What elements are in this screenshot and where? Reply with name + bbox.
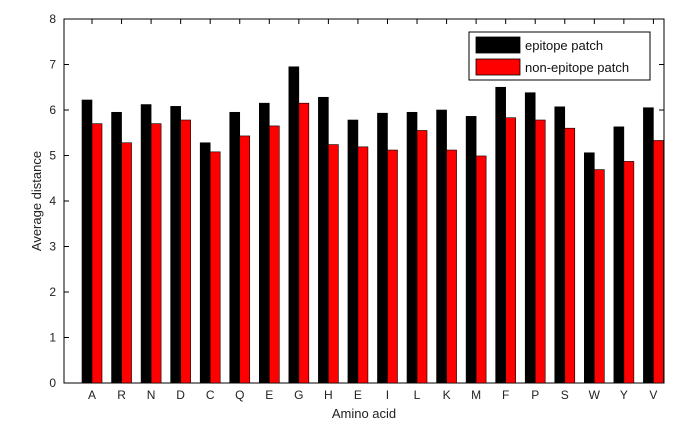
bar-epitope [465,116,477,384]
bar-epitope [406,111,418,384]
legend-label-non-epitope: non-epitope patch [525,60,629,75]
bar-non-epitope [91,123,103,384]
bar-epitope [436,109,447,384]
y-tick-label: 1 [49,331,56,345]
x-tick-label: G [294,388,303,402]
x-tick-label: F [502,388,509,402]
x-tick-label: S [561,388,569,402]
x-tick-label: M [471,388,481,402]
bar-non-epitope [505,117,516,384]
bar-epitope [229,111,241,384]
x-tick-label: H [324,388,333,402]
x-tick-label: Q [235,388,244,402]
x-tick-label: E [354,388,362,402]
bar-non-epitope [446,149,457,384]
bar-non-epitope [239,135,251,384]
bar-non-epitope [298,102,310,384]
bar-non-epitope [564,127,576,384]
bar-epitope [140,104,152,384]
x-axis-label: Amino acid [332,406,396,421]
y-tick-label: 6 [49,103,56,117]
bar-non-epitope [623,161,635,384]
bar-epitope [81,99,93,384]
bar-epitope [199,142,211,384]
bar-epitope [584,152,595,384]
bar-series [81,66,664,384]
bar-epitope [554,106,566,384]
y-tick-label: 4 [49,194,56,208]
bar-epitope [613,126,625,384]
bar-non-epitope [475,155,487,384]
bar-epitope [318,96,329,384]
bar-non-epitope [209,151,221,384]
y-tick-label: 2 [49,285,56,299]
x-tick-label: N [147,388,156,402]
bar-non-epitope [121,142,132,384]
bar-non-epitope [150,123,162,384]
bar-epitope [170,106,181,384]
bar-epitope [111,111,122,384]
bar-epitope [524,92,536,384]
x-tick-label: P [531,388,539,402]
y-tick-label: 8 [49,12,56,26]
bar-epitope [288,66,300,384]
legend-swatch-epitope [475,36,521,54]
bar-epitope [258,102,270,384]
x-tick-label: R [117,388,126,402]
legend-swatch-non-epitope [475,58,521,76]
x-tick-label: K [443,388,451,402]
bar-epitope [377,112,388,384]
x-tick-label: Y [620,388,628,402]
bar-non-epitope [594,169,605,384]
x-tick-label: C [206,388,215,402]
bar-non-epitope [534,119,546,384]
x-tick-label: V [649,388,657,402]
y-tick-label: 3 [49,240,56,254]
legend-label-epitope: epitope patch [525,38,603,53]
bar-non-epitope [387,149,398,384]
bar-epitope [347,119,359,384]
bar-non-epitope [357,146,369,384]
x-tick-label: A [88,388,96,402]
y-tick-label: 7 [49,58,56,72]
bar-epitope [643,107,654,384]
bar-epitope [495,86,506,384]
x-tick-label: I [386,388,389,402]
x-tick-label: E [265,388,273,402]
x-tick-label: W [589,388,601,402]
y-axis-label: Average distance [29,151,44,251]
bar-non-epitope [653,140,664,384]
bar-non-epitope [180,119,191,384]
y-tick-label: 5 [49,149,56,163]
bar-non-epitope [416,130,428,384]
legend: epitope patch non-epitope patch [468,31,651,81]
y-tick-label: 0 [49,376,56,390]
bar-non-epitope [328,144,339,384]
bar-non-epitope [268,125,280,384]
x-tick-label: L [414,388,421,402]
x-tick-label: D [176,388,185,402]
